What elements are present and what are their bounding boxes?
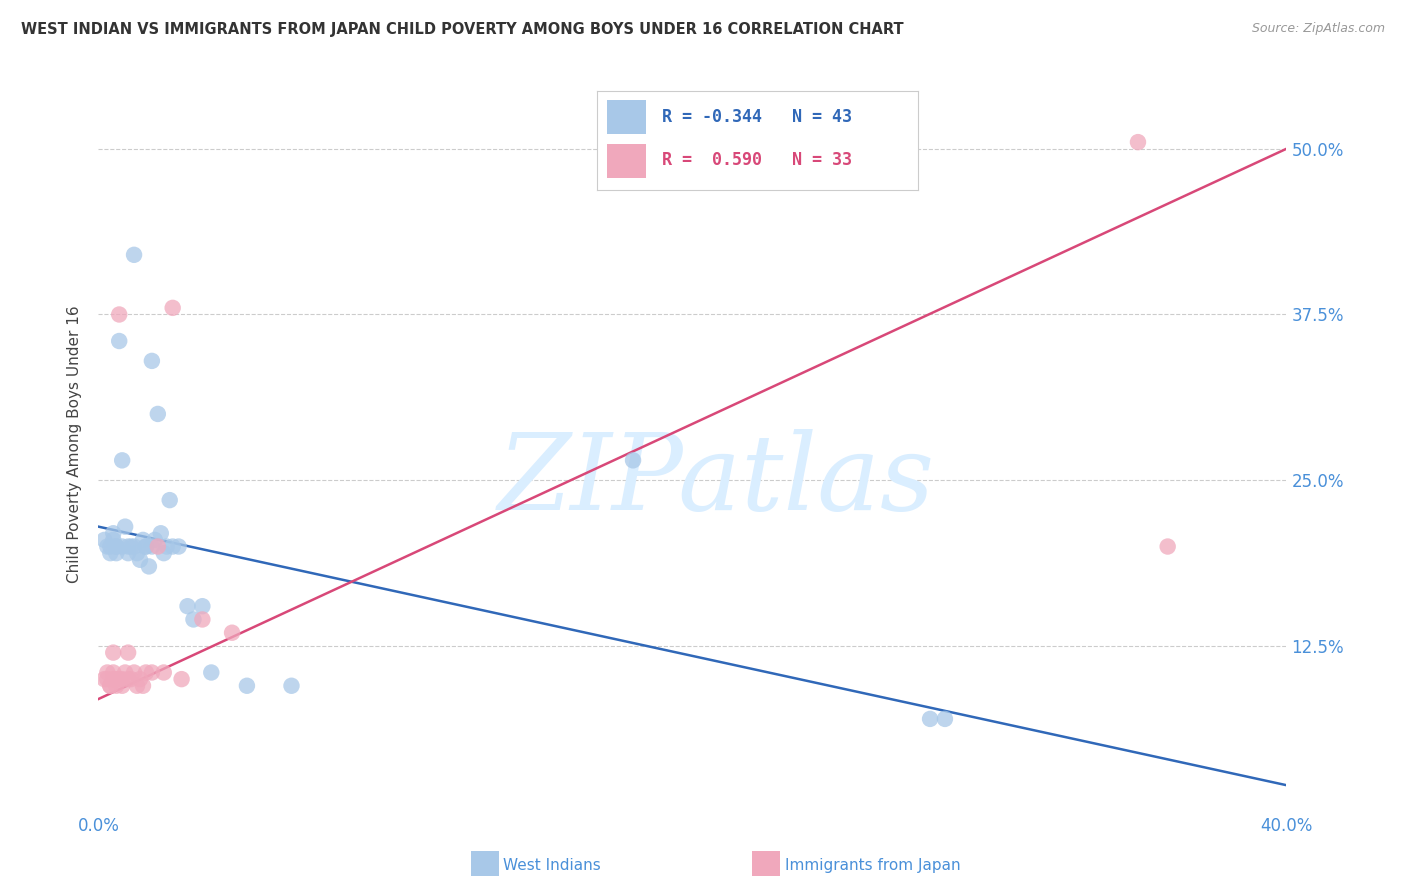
Point — [125, 546, 148, 560]
Point — [920, 712, 942, 726]
Point — [93, 533, 115, 547]
Point — [159, 493, 181, 508]
Point — [167, 540, 190, 554]
Point — [170, 672, 193, 686]
Point — [96, 672, 118, 686]
Point — [162, 301, 184, 315]
Point — [114, 665, 136, 680]
Point — [111, 672, 134, 686]
Point — [125, 679, 148, 693]
Point — [117, 672, 139, 686]
Point — [191, 599, 214, 614]
Point — [1156, 540, 1178, 554]
Point — [200, 665, 222, 680]
Text: Source: ZipAtlas.com: Source: ZipAtlas.com — [1251, 22, 1385, 36]
Point — [156, 540, 179, 554]
Point — [191, 612, 214, 626]
Point — [120, 540, 142, 554]
Point — [117, 546, 139, 560]
Point — [108, 308, 131, 322]
Point — [98, 540, 121, 554]
Point — [135, 540, 157, 554]
Point — [162, 540, 184, 554]
Point — [129, 672, 152, 686]
Point — [111, 453, 134, 467]
Point — [103, 646, 125, 660]
Point — [96, 540, 118, 554]
Point — [103, 533, 125, 547]
Text: West Indians: West Indians — [503, 858, 602, 872]
Point — [149, 526, 172, 541]
Point — [236, 679, 259, 693]
Point — [132, 679, 155, 693]
Point — [108, 672, 131, 686]
Text: Immigrants from Japan: Immigrants from Japan — [785, 858, 960, 872]
Point — [98, 546, 121, 560]
Point — [138, 559, 160, 574]
Point — [98, 679, 121, 693]
Point — [117, 540, 139, 554]
Point — [93, 672, 115, 686]
Point — [105, 546, 128, 560]
Point — [146, 407, 169, 421]
Point — [103, 526, 125, 541]
Point — [96, 665, 118, 680]
Point — [98, 679, 121, 693]
Point — [141, 354, 163, 368]
Point — [122, 665, 145, 680]
Point — [105, 679, 128, 693]
Point — [103, 672, 125, 686]
Point — [105, 540, 128, 554]
Point — [141, 540, 163, 554]
Point — [221, 625, 243, 640]
Point — [621, 135, 644, 149]
Point — [117, 646, 139, 660]
Point — [152, 665, 174, 680]
Text: WEST INDIAN VS IMMIGRANTS FROM JAPAN CHILD POVERTY AMONG BOYS UNDER 16 CORRELATI: WEST INDIAN VS IMMIGRANTS FROM JAPAN CHI… — [21, 22, 904, 37]
Point — [129, 553, 152, 567]
Point — [135, 540, 157, 554]
Text: ZIPatlas: ZIPatlas — [498, 429, 935, 533]
Point — [183, 612, 205, 626]
Point — [1126, 135, 1149, 149]
Point — [132, 533, 155, 547]
Point — [111, 679, 134, 693]
Point — [111, 540, 134, 554]
Point — [141, 665, 163, 680]
Point — [621, 453, 644, 467]
Point — [122, 540, 145, 554]
Point — [280, 679, 302, 693]
Point — [176, 599, 198, 614]
Point — [135, 665, 157, 680]
Point — [122, 248, 145, 262]
Point — [120, 672, 142, 686]
Point — [146, 540, 169, 554]
Point — [108, 334, 131, 348]
Y-axis label: Child Poverty Among Boys Under 16: Child Poverty Among Boys Under 16 — [67, 305, 83, 582]
Point — [152, 546, 174, 560]
Point — [114, 519, 136, 533]
Point — [105, 672, 128, 686]
Point — [103, 665, 125, 680]
Point — [105, 540, 128, 554]
Point — [934, 712, 956, 726]
Point — [143, 533, 166, 547]
